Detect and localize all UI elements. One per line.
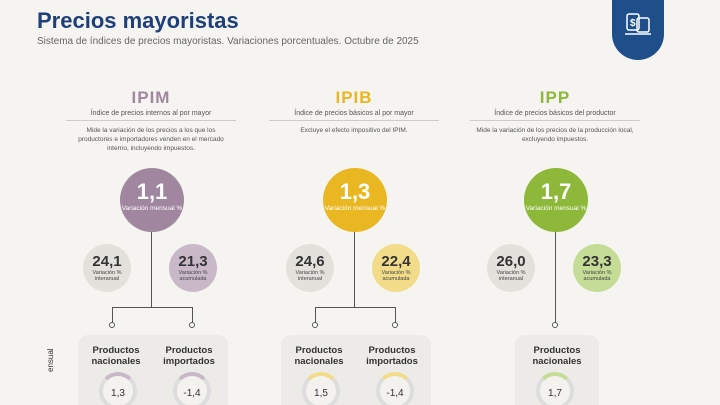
accumulated-variation-value: 22,4 [381, 253, 411, 270]
connector-dot [189, 322, 195, 328]
connector-dot [552, 322, 558, 328]
connector-line [555, 232, 556, 307]
monthly-variation-label: Variación mensual % [525, 205, 587, 212]
monthly-variation-circle: 1,1 Variación mensual % [120, 168, 184, 232]
product-variation-gauge: 1,5 [302, 372, 340, 405]
accumulated-variation-label: Variación % acumulada [381, 270, 411, 283]
product-label: Productos nacionales [532, 345, 582, 368]
product-variation-gauge: 1,3 [99, 372, 137, 405]
connector-dot [312, 322, 318, 328]
monthly-variation-value: 1,7 [540, 179, 572, 204]
product-variation-gauge: 1,7 [536, 372, 574, 405]
header-badge: $ [612, 0, 664, 60]
interannual-variation-circle: 24,1 Variación % interanual [83, 244, 131, 292]
interannual-variation-label: Variación % interanual [496, 270, 526, 283]
product-variation-gauge: -1,4 [376, 372, 414, 405]
index-column-ipib: IPIB Índice de precios básicos al por may… [259, 0, 449, 405]
side-label: ensual [46, 348, 55, 372]
accumulated-variation-circle: 23,3 Variación % acumulada [573, 244, 621, 292]
product-label: Productos importados [163, 345, 215, 368]
interannual-variation-value: 24,6 [295, 253, 325, 270]
connector-line [555, 307, 556, 325]
product-variation-gauge: -1,4 [173, 372, 211, 405]
index-description: Excluye el efecto impositivo del IPIM. [300, 127, 408, 134]
index-full-name: Índice de precios internos al por mayor [66, 110, 236, 121]
page-title: Precios mayoristas [37, 8, 239, 33]
connector-dot [109, 322, 115, 328]
accumulated-variation-circle: 21,3 Variación % acumulada [169, 244, 217, 292]
accumulated-variation-label: Variación % acumulada [582, 270, 612, 283]
page-subtitle: Sistema de índices de precios mayoristas… [37, 36, 419, 47]
monthly-variation-label: Variación mensual % [121, 205, 183, 212]
product-breakdown-card: Productos nacionales [515, 335, 599, 405]
interannual-variation-value: 26,0 [496, 253, 526, 270]
accumulated-variation-label: Variación % acumulada [178, 270, 208, 283]
product-label: Productos importados [366, 345, 418, 368]
connector-line [315, 307, 395, 308]
monthly-variation-circle: 1,7 Variación mensual % [524, 168, 588, 232]
index-column-ipim: IPIM Índice de precios internos al por ma… [56, 0, 246, 405]
monthly-variation-value: 1,1 [136, 179, 168, 204]
connector-line [354, 232, 355, 307]
connector-line [315, 307, 316, 325]
index-full-name: Índice de precios básicos al por mayor [269, 110, 439, 121]
connector-line [112, 307, 192, 308]
interannual-variation-circle: 24,6 Variación % interanual [286, 244, 334, 292]
index-description: Mide la variación de los precios de la p… [476, 127, 634, 143]
interannual-variation-value: 24,1 [92, 253, 122, 270]
product-label: Productos nacionales [294, 345, 344, 368]
index-name: IPIM [131, 88, 171, 107]
index-name: IPP [539, 88, 571, 107]
index-full-name: Índice de precios básicos del productor [470, 110, 640, 121]
connector-line [192, 307, 193, 325]
price-tag-dollar-icon: $ [625, 13, 651, 35]
accumulated-variation-value: 21,3 [178, 253, 208, 270]
index-name: IPIB [335, 88, 373, 107]
index-column-ipp: IPP Índice de precios básicos del product… [460, 0, 650, 405]
monthly-variation-label: Variación mensual % [324, 205, 386, 212]
connector-line [112, 307, 113, 325]
product-label: Productos nacionales [91, 345, 141, 368]
interannual-variation-circle: 26,0 Variación % interanual [487, 244, 535, 292]
connector-line [395, 307, 396, 325]
svg-text:$: $ [630, 18, 636, 29]
connector-line [151, 232, 152, 307]
interannual-variation-label: Variación % interanual [295, 270, 325, 283]
interannual-variation-label: Variación % interanual [92, 270, 122, 283]
accumulated-variation-value: 23,3 [582, 253, 612, 270]
monthly-variation-circle: 1,3 Variación mensual % [323, 168, 387, 232]
accumulated-variation-circle: 22,4 Variación % acumulada [372, 244, 420, 292]
connector-dot [392, 322, 398, 328]
monthly-variation-value: 1,3 [339, 179, 371, 204]
index-description: Mide la variación de los precios a los q… [78, 127, 224, 152]
